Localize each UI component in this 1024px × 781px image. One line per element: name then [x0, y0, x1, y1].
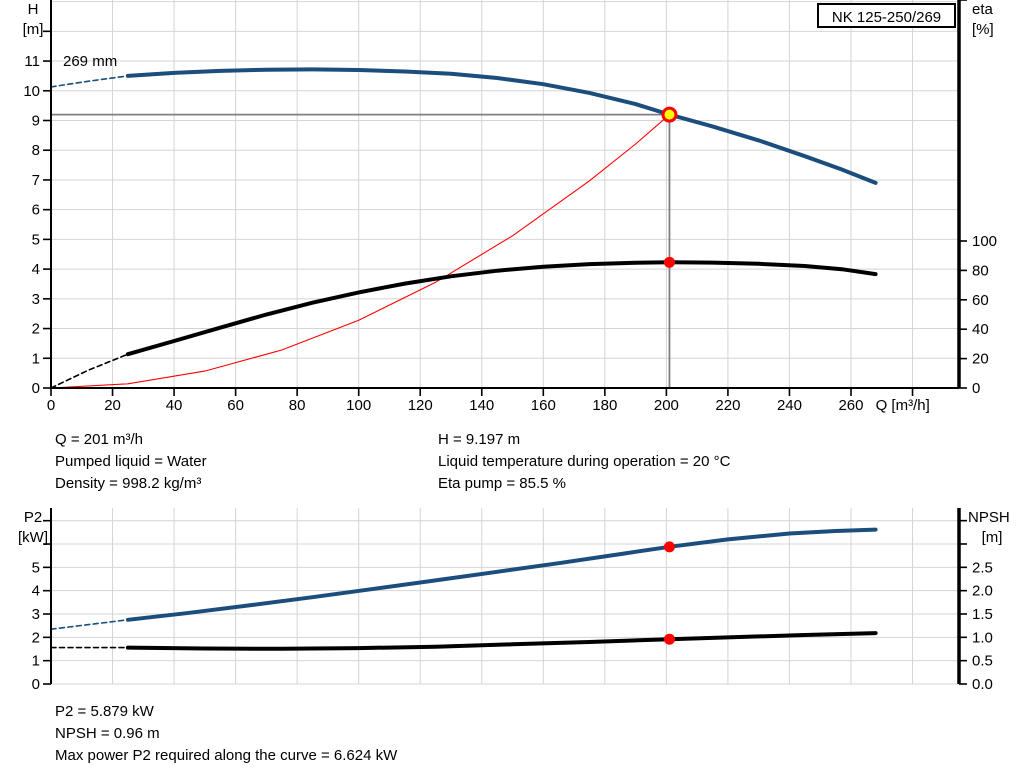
info-line-temperature: Liquid temperature during operation = 20… — [438, 453, 731, 470]
system-curve — [50, 114, 671, 389]
power-npsh-chart-right-axis-title: NPSH — [968, 509, 1010, 526]
head-duty-marker — [661, 106, 678, 123]
right-axis-tick-label: 80 — [972, 262, 989, 279]
info-line-eta: Eta pump = 85.5 % — [438, 475, 566, 492]
left-axis-tick-label: 4 — [32, 583, 40, 600]
left-axis-tick-label: 1 — [32, 350, 40, 367]
left-axis-tick-label: 5 — [32, 559, 40, 576]
npsh-curve — [125, 631, 878, 651]
duty-info-left-column: Q = 201 m³/h Pumped liquid = Water Densi… — [55, 429, 207, 495]
q-axis-tick-label: 40 — [166, 397, 183, 414]
q-axis-tick-label: 180 — [592, 397, 617, 414]
efficiency-curve-extension — [50, 353, 129, 389]
q-axis-tick-label: 140 — [469, 397, 494, 414]
left-axis-tick-label: 3 — [32, 291, 40, 308]
right-axis-tick-label: 2.5 — [972, 559, 993, 576]
info-line-max-power: Max power P2 required along the curve = … — [55, 747, 398, 764]
q-axis-tick-label: 120 — [408, 397, 433, 414]
left-axis-tick-label: 7 — [32, 172, 40, 189]
q-axis-tick-label: 0 — [47, 397, 55, 414]
power-npsh-chart-right-axis-title: [m] — [982, 529, 1003, 546]
left-axis-tick-label: 0 — [32, 380, 40, 397]
left-axis-tick-label: 0 — [32, 676, 40, 693]
q-axis-title: Q [m³/h] — [876, 397, 930, 414]
right-axis-tick-label: 100 — [972, 233, 997, 250]
left-axis-tick-label: 2 — [32, 629, 40, 646]
efficiency-duty-marker — [663, 256, 675, 268]
head-curve — [125, 67, 878, 185]
q-axis-tick-label: 160 — [531, 397, 556, 414]
pump-model-badge: NK 125-250/269 — [817, 3, 956, 28]
q-axis-tick-label: 200 — [654, 397, 679, 414]
left-axis-tick-label: 2 — [32, 321, 40, 338]
left-axis-tick-label: 9 — [32, 112, 40, 129]
info-line-liquid: Pumped liquid = Water — [55, 453, 207, 470]
right-axis-tick-label: 0.5 — [972, 653, 993, 670]
q-axis-tick-label: 260 — [838, 397, 863, 414]
left-axis-tick-label: 11 — [24, 53, 40, 70]
impeller-diameter-label: 269 mm — [63, 53, 118, 70]
right-axis-tick-label: 1.5 — [972, 606, 993, 623]
duty-info-right-column: H = 9.197 m Liquid temperature during op… — [438, 429, 730, 495]
q-axis-tick-label: 60 — [227, 397, 244, 414]
head-efficiency-chart-right-axis-title: [%] — [972, 21, 994, 38]
q-axis-tick-label: 240 — [777, 397, 802, 414]
power-curve-extension — [50, 619, 129, 630]
power-npsh-chart-left-axis-title: [kW] — [18, 529, 48, 546]
head-curve-extension — [50, 75, 129, 88]
power-curve — [125, 527, 878, 622]
right-axis-tick-label: 0.0 — [972, 676, 993, 693]
left-axis-tick-label: 5 — [32, 231, 40, 248]
power-npsh-chart-left-axis-title: P2 — [24, 509, 42, 526]
left-axis-tick-label: 1 — [32, 653, 40, 670]
info-line-q: Q = 201 m³/h — [55, 431, 143, 448]
right-axis-tick-label: 1.0 — [972, 629, 993, 646]
power-info-column: P2 = 5.879 kW NPSH = 0.96 m Max power P2… — [55, 701, 397, 767]
q-axis-tick-label: 100 — [346, 397, 371, 414]
left-axis-tick-label: 8 — [32, 142, 40, 159]
left-axis-tick-label: 3 — [32, 606, 40, 623]
q-axis-tick-label: 20 — [104, 397, 121, 414]
info-line-npsh: NPSH = 0.96 m — [55, 725, 160, 742]
q-axis-tick-label: 80 — [289, 397, 306, 414]
right-axis-tick-label: 40 — [972, 321, 989, 338]
head-efficiency-chart-left-axis-title: H — [28, 1, 39, 18]
right-axis-tick-label: 20 — [972, 351, 989, 368]
efficiency-curve — [125, 260, 878, 357]
info-line-p2: P2 = 5.879 kW — [55, 703, 154, 720]
info-line-h: H = 9.197 m — [438, 431, 521, 448]
npsh-duty-marker — [663, 633, 675, 645]
right-axis-tick-label: 60 — [972, 292, 989, 309]
power-duty-marker — [663, 541, 675, 553]
right-axis-tick-label: 0 — [972, 380, 980, 397]
info-line-density: Density = 998.2 kg/m³ — [55, 475, 202, 492]
left-axis-tick-label: 6 — [32, 202, 40, 219]
left-axis-tick-label: 4 — [32, 261, 40, 278]
head-efficiency-chart-right-axis-title: eta — [972, 1, 994, 18]
right-axis-tick-label: 2.0 — [972, 583, 993, 600]
q-axis-tick-label: 220 — [715, 397, 740, 414]
left-axis-tick-label: 10 — [23, 83, 40, 100]
head-efficiency-chart-left-axis-title: [m] — [23, 21, 44, 38]
